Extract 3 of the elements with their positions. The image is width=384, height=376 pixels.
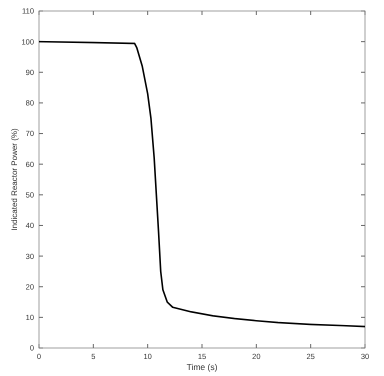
y-axis-title: Indicated Reactor Power (%) [10, 128, 19, 231]
x-axis-title: Time (s) [186, 362, 218, 372]
line-series [38, 40, 366, 328]
